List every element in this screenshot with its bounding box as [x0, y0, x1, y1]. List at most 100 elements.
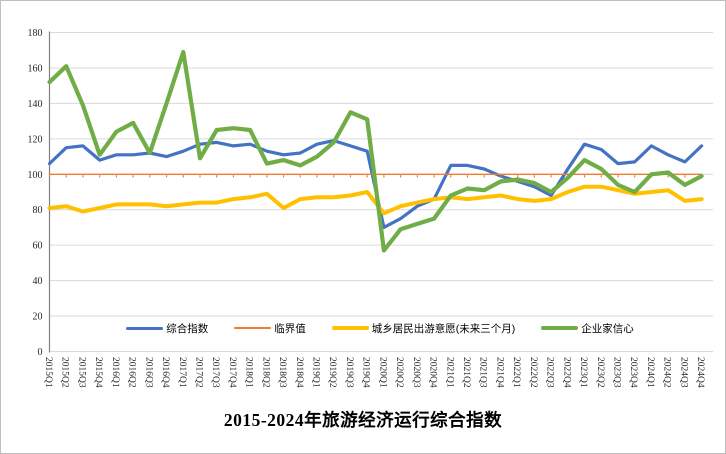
y-tick-label: 20 — [33, 312, 43, 323]
y-tick-label: 40 — [33, 276, 43, 287]
x-tick-label: 2024Q4 — [695, 357, 705, 388]
series-marker — [82, 175, 84, 178]
x-tick-label: 2017Q4 — [227, 357, 237, 388]
x-tick-label: 2021Q2 — [461, 357, 471, 388]
x-tick-label: 2016Q4 — [160, 357, 170, 388]
legend-item-3: 企业家信心 — [541, 321, 634, 336]
x-tick-label: 2020Q2 — [394, 357, 404, 388]
series-line-3 — [47, 49, 704, 253]
x-tick-label: 2018Q3 — [277, 357, 287, 388]
x-tick-label: 2018Q2 — [260, 357, 270, 388]
series-marker — [48, 175, 51, 178]
x-tick-label: 2022Q2 — [528, 357, 538, 388]
series-marker — [500, 175, 502, 178]
y-tick-label: 60 — [33, 241, 43, 252]
series-marker — [149, 175, 151, 178]
x-tick-label: 2018Q4 — [294, 357, 304, 388]
series-marker — [517, 175, 519, 178]
series-marker — [684, 175, 686, 178]
x-tick-label: 2023Q1 — [578, 357, 588, 388]
series-marker — [132, 175, 134, 178]
series-marker — [65, 175, 67, 178]
series-marker — [466, 175, 469, 178]
series-line-2 — [47, 184, 704, 216]
x-tick-label: 2017Q2 — [193, 357, 203, 388]
series-marker — [550, 175, 552, 178]
legend-label: 临界值 — [274, 322, 306, 335]
series-marker — [366, 175, 368, 178]
series-marker — [450, 175, 452, 178]
series-marker — [583, 175, 586, 178]
series-marker — [199, 175, 201, 178]
x-tick-label: 2023Q2 — [595, 357, 605, 388]
x-tick-label: 2016Q3 — [143, 357, 153, 388]
series-marker — [400, 175, 402, 178]
legend-label: 企业家信心 — [581, 322, 634, 335]
series-marker — [533, 175, 535, 178]
series-marker — [483, 175, 485, 178]
y-tick-label: 180 — [28, 28, 43, 39]
chart-legend: 综合指数 临界值 城乡居民出游意愿(未来三个月) 企业家信心 — [49, 317, 711, 339]
x-tick-label: 2019Q2 — [327, 357, 337, 388]
series-marker — [316, 175, 318, 178]
series-marker — [299, 175, 301, 178]
series-marker — [249, 175, 251, 178]
legend-swatch-icon — [331, 326, 369, 330]
series-marker — [433, 175, 435, 178]
x-tick-label: 2019Q1 — [311, 357, 321, 388]
legend-swatch-icon — [234, 327, 272, 329]
y-tick-label: 160 — [28, 63, 43, 74]
x-tick-label: 2021Q1 — [444, 357, 454, 388]
x-tick-label: 2019Q4 — [361, 357, 371, 388]
x-tick-label: 2015Q4 — [93, 357, 103, 388]
series-marker — [266, 175, 268, 178]
series-marker — [232, 175, 235, 178]
x-tick-label: 2020Q4 — [428, 357, 438, 388]
x-tick-label: 2020Q1 — [377, 357, 387, 388]
y-tick-label: 80 — [33, 205, 43, 216]
x-tick-label: 2016Q1 — [110, 357, 120, 388]
x-tick-label: 2022Q4 — [561, 357, 571, 388]
series-marker — [115, 175, 117, 178]
x-tick-label: 2021Q4 — [494, 357, 504, 388]
x-tick-label: 2016Q2 — [127, 357, 137, 388]
series-marker — [333, 175, 335, 178]
y-tick-label: 100 — [28, 170, 43, 181]
legend-label: 综合指数 — [166, 322, 209, 335]
chart-title: 2015-2024年旅游经济运行综合指数 — [223, 410, 503, 430]
y-tick-label: 120 — [28, 134, 43, 145]
x-tick-label: 2023Q4 — [628, 357, 638, 388]
series-marker — [667, 175, 669, 178]
x-tick-label: 2024Q2 — [662, 357, 672, 388]
series-marker — [216, 175, 218, 178]
x-tick-label: 2015Q2 — [60, 357, 70, 388]
series-marker — [99, 175, 101, 178]
x-tick-label: 2024Q1 — [645, 357, 655, 388]
legend-item-2: 城乡居民出游意愿(未来三个月) — [331, 321, 515, 336]
x-tick-label: 2017Q1 — [177, 357, 187, 388]
x-tick-label: 2015Q3 — [76, 357, 86, 388]
series-marker — [617, 175, 619, 178]
x-tick-label: 2020Q3 — [411, 357, 421, 388]
x-tick-label: 2018Q1 — [244, 357, 254, 388]
series-marker — [182, 175, 184, 178]
series-marker — [383, 175, 385, 178]
legend-swatch-icon — [126, 326, 164, 330]
series-marker — [165, 175, 168, 178]
series-marker — [416, 175, 418, 178]
series-marker — [600, 175, 602, 178]
x-tick-label: 2015Q1 — [43, 357, 53, 388]
legend-item-0: 综合指数 — [126, 321, 208, 336]
y-tick-label: 0 — [38, 347, 43, 358]
y-tick-label: 140 — [28, 99, 43, 110]
series-marker — [349, 175, 352, 178]
series-marker — [282, 175, 285, 178]
x-tick-label: 2024Q3 — [678, 357, 688, 388]
x-tick-label: 2017Q3 — [210, 357, 220, 388]
x-tick-label: 2023Q3 — [611, 357, 621, 388]
legend-item-1: 临界值 — [234, 321, 306, 336]
x-tick-label: 2019Q3 — [344, 357, 354, 388]
x-tick-label: 2022Q3 — [545, 357, 555, 388]
